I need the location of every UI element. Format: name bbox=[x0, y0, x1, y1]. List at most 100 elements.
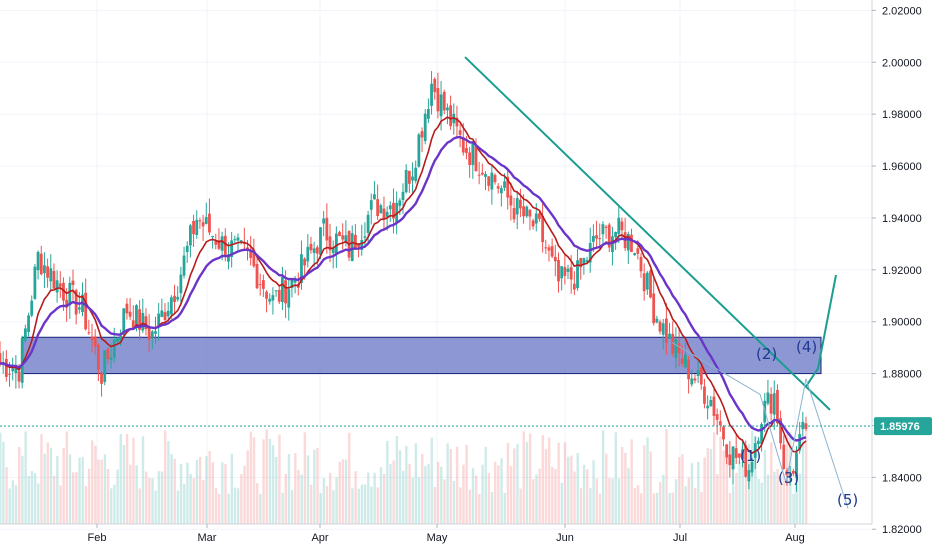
volume-bar bbox=[382, 473, 386, 524]
candle-body bbox=[766, 392, 770, 404]
volume-bar bbox=[284, 473, 287, 524]
candle-body bbox=[208, 213, 211, 233]
candle-body bbox=[550, 246, 554, 257]
volume-bar bbox=[779, 477, 783, 524]
volume-bar bbox=[294, 453, 297, 524]
volume-bar bbox=[690, 463, 694, 524]
candle-body bbox=[750, 461, 754, 473]
volume-bar bbox=[278, 434, 281, 524]
volume-bar bbox=[579, 488, 583, 524]
candle-body bbox=[173, 295, 176, 303]
candle-body bbox=[718, 421, 722, 426]
candle-body bbox=[230, 240, 234, 257]
candle-body bbox=[439, 94, 443, 117]
volume-bar bbox=[236, 488, 240, 524]
wave-projection-line[interactable] bbox=[671, 342, 849, 509]
volume-bar bbox=[582, 464, 586, 524]
downtrend-line[interactable] bbox=[464, 56, 831, 411]
volume-bar bbox=[49, 447, 53, 524]
volume-bar bbox=[256, 483, 259, 524]
volume-bar bbox=[608, 477, 611, 524]
volume-bar bbox=[801, 440, 805, 524]
candle-body bbox=[674, 339, 678, 359]
candle-body bbox=[195, 219, 199, 235]
volume-bar bbox=[503, 492, 506, 524]
candle-body bbox=[544, 247, 548, 249]
candle-body bbox=[373, 194, 376, 200]
candle-body bbox=[611, 236, 614, 252]
volume-bar bbox=[170, 454, 173, 524]
volume-bar bbox=[319, 493, 322, 524]
volume-bar bbox=[360, 484, 364, 524]
volume-bar bbox=[760, 482, 763, 524]
candle-body bbox=[249, 251, 253, 258]
candle-body bbox=[446, 107, 449, 111]
volume-bar bbox=[643, 445, 646, 524]
volume-bar bbox=[94, 445, 97, 524]
volume-bar bbox=[313, 449, 316, 524]
volume-bar bbox=[722, 450, 725, 524]
volume-bar bbox=[322, 478, 326, 524]
price-axis[interactable]: 2.02000 2.00000 1.98000 1.96000 1.94000 1.920… bbox=[871, 0, 922, 536]
candle-body bbox=[703, 386, 706, 404]
volume-bar bbox=[154, 490, 157, 524]
candle-body bbox=[258, 284, 262, 286]
candle-body bbox=[268, 298, 272, 302]
volume-bar bbox=[198, 456, 202, 524]
candle-body bbox=[350, 233, 354, 262]
volume-bar bbox=[202, 479, 205, 524]
volume-bar bbox=[567, 456, 570, 524]
breakout-projection-line[interactable] bbox=[805, 274, 837, 388]
candle-body bbox=[423, 113, 427, 142]
candle-body bbox=[58, 283, 62, 287]
volume-bar bbox=[452, 480, 456, 524]
candle-body bbox=[338, 231, 341, 237]
time-axis[interactable]: Feb Mar Apr May Jun Jul Aug bbox=[0, 523, 872, 544]
candle-body bbox=[236, 237, 240, 241]
volume-bar bbox=[135, 465, 138, 524]
candle-body bbox=[309, 243, 313, 251]
candle-body bbox=[303, 258, 307, 266]
candle-body bbox=[696, 369, 700, 376]
volume-bar bbox=[494, 461, 497, 524]
volume-bar bbox=[84, 485, 88, 524]
volume-bar bbox=[424, 465, 427, 524]
volume-bar bbox=[106, 469, 110, 524]
candle-body bbox=[430, 83, 433, 106]
volume-bar bbox=[240, 474, 243, 524]
candle-body bbox=[496, 186, 500, 189]
candle-body bbox=[541, 215, 545, 243]
candle-body bbox=[468, 152, 472, 165]
candle-body bbox=[252, 253, 256, 267]
candle-body bbox=[274, 290, 278, 292]
volume-bar bbox=[233, 487, 237, 524]
volume-bar bbox=[275, 456, 278, 524]
candle-body bbox=[709, 400, 713, 407]
price-tick-label: 1.94000 bbox=[882, 213, 922, 225]
candle-body bbox=[595, 235, 598, 239]
candle-body bbox=[4, 358, 8, 377]
price-tick-label: 1.90000 bbox=[882, 317, 922, 329]
candle-body bbox=[52, 270, 56, 289]
candle-body bbox=[90, 336, 94, 340]
candle-body bbox=[582, 258, 586, 265]
candle-body bbox=[204, 217, 208, 224]
candle-body bbox=[157, 313, 161, 327]
candle-body bbox=[757, 440, 760, 445]
volume-bar bbox=[392, 460, 395, 524]
candle-body bbox=[366, 214, 370, 233]
candle-body bbox=[503, 181, 506, 188]
candle-body bbox=[382, 208, 386, 219]
candle-body bbox=[354, 234, 357, 249]
candle-body bbox=[480, 172, 484, 175]
candle-body bbox=[341, 235, 345, 240]
volume-bar bbox=[430, 437, 433, 524]
price-tick-label: 1.92000 bbox=[882, 265, 922, 277]
volume-bar bbox=[129, 464, 132, 524]
volume-bar bbox=[5, 467, 8, 524]
volume-bar bbox=[81, 457, 84, 524]
candle-body bbox=[293, 280, 297, 283]
candle-body bbox=[68, 282, 72, 306]
candle-body bbox=[147, 325, 151, 340]
